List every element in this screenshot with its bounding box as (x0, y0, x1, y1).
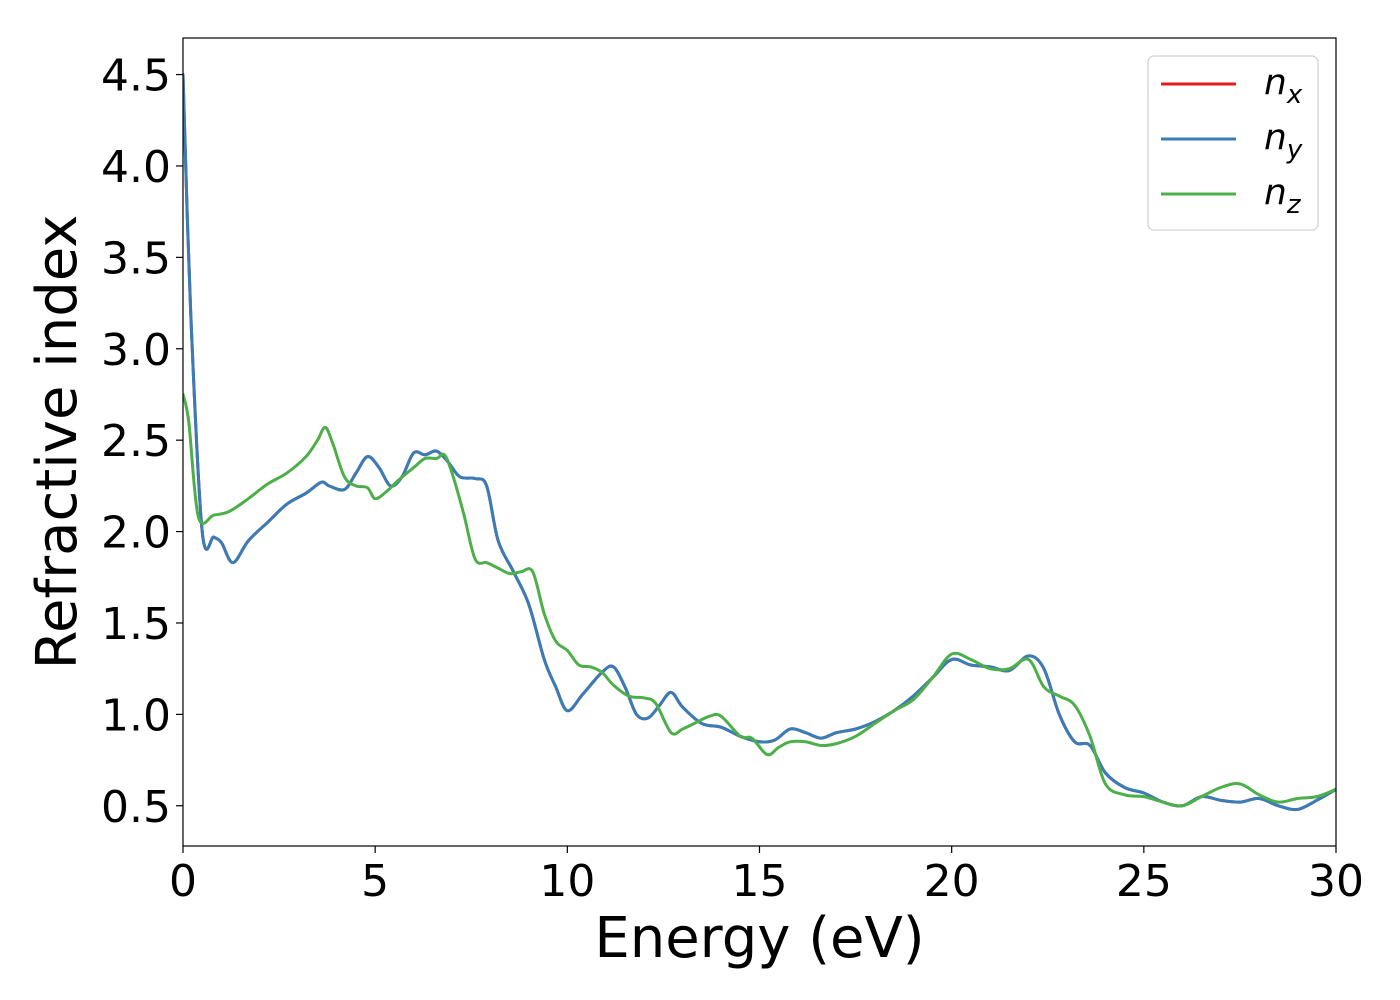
y-tick-label: 4.0 (101, 142, 171, 193)
y-tick-label: 0.5 (101, 782, 171, 833)
y-tick-label: 2.5 (101, 416, 171, 467)
legend-box (1147, 55, 1319, 231)
y-tick-label: 3.0 (101, 325, 171, 376)
series-line-n-z (183, 392, 1336, 808)
x-tick-label: 15 (732, 856, 788, 907)
y-tick-label: 1.0 (101, 690, 171, 741)
y-tick-label: 3.5 (101, 233, 171, 284)
x-tick-label: 5 (361, 856, 389, 907)
legend-entry-n-x: nx (1264, 62, 1303, 110)
x-tick-label: 30 (1308, 856, 1364, 907)
x-tick-label: 20 (924, 856, 980, 907)
x-axis-label: Energy (eV) (594, 906, 924, 971)
legend-entry-n-y: ny (1264, 117, 1303, 165)
legend-label-subscript: z (1286, 190, 1302, 220)
y-axis: 0.5 1.0 1.5 2.0 2.5 3.0 3.5 4.0 4.5 (101, 51, 183, 833)
legend-label-base: n (1264, 172, 1287, 213)
legend-label-subscript: x (1286, 80, 1303, 110)
legend-entry-n-z: nz (1264, 172, 1302, 220)
x-axis: 0 5 10 15 20 25 30 (169, 846, 1364, 907)
x-tick-label: 25 (1116, 856, 1172, 907)
x-tick-label: 0 (169, 856, 197, 907)
legend-label-base: n (1264, 62, 1287, 103)
legend-label-subscript: y (1286, 135, 1303, 165)
legend-label-base: n (1264, 117, 1287, 158)
y-tick-label: 1.5 (101, 599, 171, 650)
y-tick-label: 4.5 (101, 51, 171, 102)
series-layer (183, 73, 1336, 812)
y-axis-label: Refractive index (25, 215, 90, 670)
x-tick-label: 10 (539, 856, 595, 907)
y-tick-label: 2.0 (101, 508, 171, 559)
